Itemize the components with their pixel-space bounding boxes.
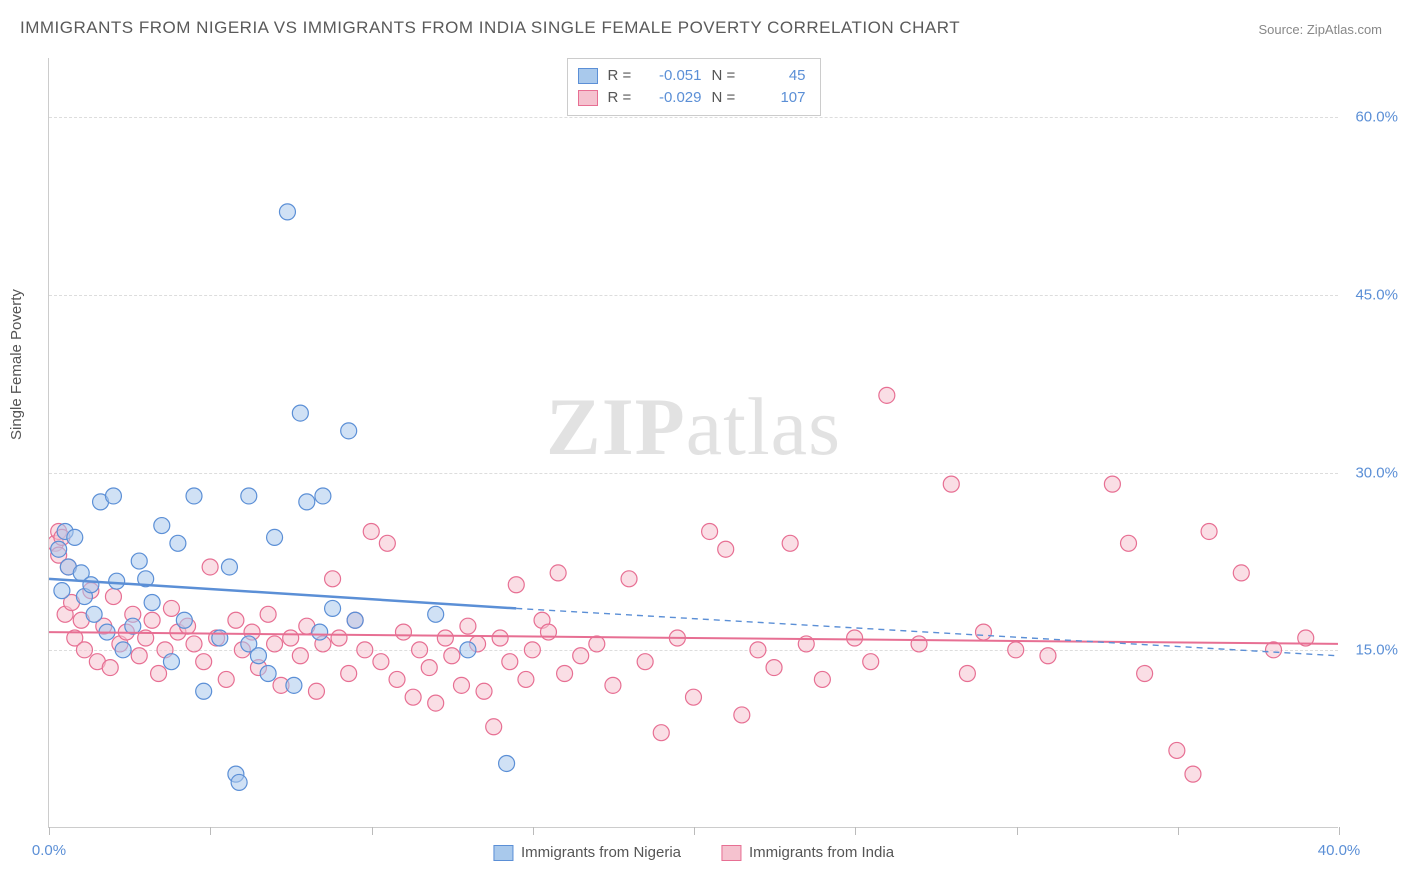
swatch-nigeria <box>578 68 598 84</box>
n-label: N = <box>712 87 740 109</box>
plot-area: ZIPatlas 15.0%30.0%45.0%60.0% 0.0%40.0% … <box>48 58 1338 828</box>
source-label: Source: ZipAtlas.com <box>1258 22 1382 37</box>
stats-legend-box: R = -0.051 N = 45 R = -0.029 N = 107 <box>567 58 821 116</box>
swatch-india <box>578 90 598 106</box>
r-value-nigeria: -0.051 <box>646 65 702 87</box>
r-label: R = <box>608 65 636 87</box>
legend-label-nigeria: Immigrants from Nigeria <box>521 844 681 861</box>
swatch-india <box>721 845 741 861</box>
legend-item-india: Immigrants from India <box>721 844 894 861</box>
chart-title: IMMIGRANTS FROM NIGERIA VS IMMIGRANTS FR… <box>20 18 960 38</box>
swatch-nigeria <box>493 845 513 861</box>
stats-row-india: R = -0.029 N = 107 <box>578 87 806 109</box>
stats-row-nigeria: R = -0.051 N = 45 <box>578 65 806 87</box>
y-axis-label: Single Female Poverty <box>8 289 25 440</box>
n-value-india: 107 <box>750 87 806 109</box>
legend-item-nigeria: Immigrants from Nigeria <box>493 844 681 861</box>
legend-label-india: Immigrants from India <box>749 844 894 861</box>
r-value-india: -0.029 <box>646 87 702 109</box>
scatter-svg <box>49 58 1338 827</box>
bottom-legend: Immigrants from Nigeria Immigrants from … <box>493 844 894 861</box>
n-label: N = <box>712 65 740 87</box>
n-value-nigeria: 45 <box>750 65 806 87</box>
r-label: R = <box>608 87 636 109</box>
